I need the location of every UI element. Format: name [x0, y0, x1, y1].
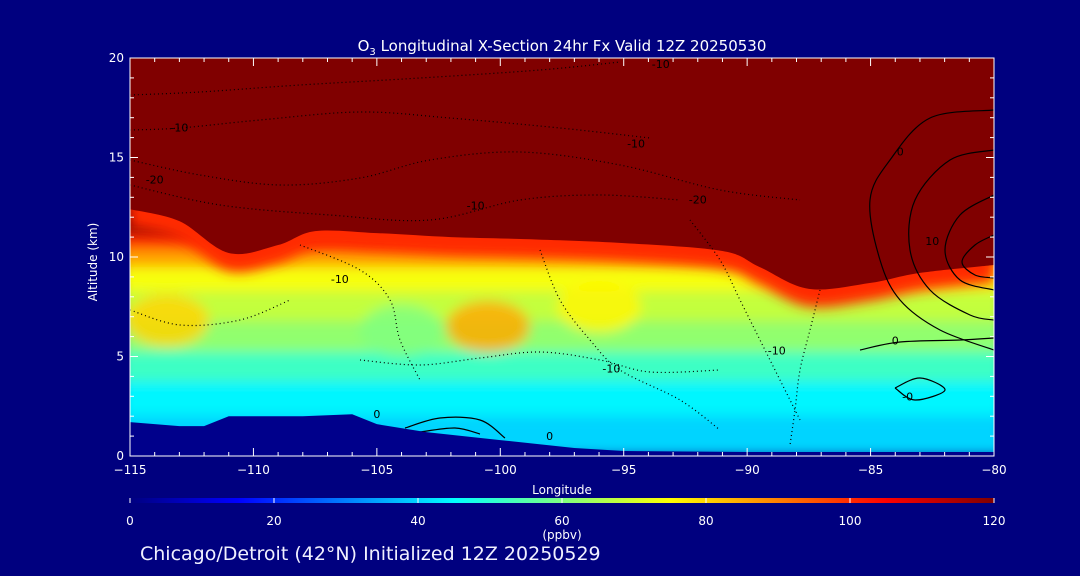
contour-label: -10 [331, 273, 349, 286]
contour-label: 0 [373, 408, 380, 421]
ozone-patch [557, 280, 642, 333]
stratosphere-fill [130, 58, 994, 290]
y-tick-label: 20 [109, 51, 124, 65]
colorbar-tick-label: 120 [983, 514, 1006, 528]
contour-line [130, 184, 681, 222]
stratosphere-region [130, 58, 994, 308]
colorbar-tick-label: 20 [266, 514, 281, 528]
contour-label: -10 [652, 58, 670, 71]
ozone-band [130, 321, 994, 352]
x-tick-label: −95 [611, 463, 636, 477]
x-tick-label: −115 [114, 463, 147, 477]
contour-label: -10 [170, 122, 188, 135]
x-tick-label: −105 [360, 463, 393, 477]
x-tick-label: −110 [237, 463, 270, 477]
contour-line [130, 151, 801, 201]
contour-label: 0 [546, 430, 553, 443]
x-axis-label: Longitude [532, 483, 592, 497]
contour-label: -10 [627, 138, 645, 151]
y-axis: 0 5 10 15 20 [109, 51, 994, 463]
ozone-patch [130, 294, 210, 347]
contour-label: 10 [925, 235, 939, 248]
contour-line [908, 149, 994, 321]
contour-line [130, 111, 651, 139]
chart-title: O3 Longitudinal X-Section 24hr Fx Valid … [358, 37, 767, 58]
terrain-profile [130, 414, 994, 456]
colorbar-tick-label: 80 [698, 514, 713, 528]
contour-line [869, 109, 994, 351]
ozone-band [130, 381, 994, 417]
contour-label: -0 [902, 390, 913, 403]
contour-line [894, 377, 946, 401]
y-axis-label: Altitude (km) [86, 223, 100, 302]
y-tick-label: 10 [109, 250, 124, 264]
contour-line [689, 219, 801, 421]
footer-caption: Chicago/Detroit (42°N) Initialized 12Z 2… [140, 543, 601, 565]
x-axis: −115 −110 −105 −100 −95 −90 −85 −80 [114, 58, 1007, 477]
contour-line [404, 416, 506, 439]
colorbar-unit-label: (ppbv) [542, 528, 581, 542]
contour-label: -20 [146, 173, 164, 186]
y-tick-label: 15 [109, 151, 124, 165]
contour-label: -10 [602, 362, 620, 375]
contour-line [359, 351, 721, 374]
x-tick-label: −80 [981, 463, 1006, 477]
y-tick-label: 5 [116, 350, 124, 364]
contour-line [419, 427, 481, 435]
plot-area [130, 58, 994, 456]
contour-label: 0 [897, 146, 904, 159]
colorbar-tick-label: 40 [410, 514, 425, 528]
ozone-band [130, 351, 994, 382]
x-tick-label: −90 [734, 463, 759, 477]
y-tick-label: 0 [116, 449, 124, 463]
contour-line [944, 194, 994, 291]
colorbar-tick-label: 100 [839, 514, 862, 528]
contour-label: -20 [689, 193, 707, 206]
contour-line [859, 337, 994, 351]
colorbar-tick-label: 60 [554, 514, 569, 528]
terrain-mask [130, 414, 994, 456]
ozone-patch [445, 300, 530, 353]
contour-line [961, 234, 994, 279]
x-tick-label: −100 [484, 463, 517, 477]
ozone-patch [359, 304, 444, 357]
colorbar: 0 20 40 60 80 100 120 (ppbv) [126, 498, 1005, 542]
contour-label: -10 [467, 199, 485, 212]
x-tick-label: −85 [858, 463, 883, 477]
contour-label: -10 [768, 345, 786, 358]
colorbar-tick-label: 0 [126, 514, 134, 528]
contour-labels: -10 -10 -10 -20 -10 -20 0 10 -10 -10 -10 0 0 0 -0 [146, 58, 940, 443]
contour-label: 0 [892, 335, 899, 348]
contour-lines [130, 61, 994, 446]
